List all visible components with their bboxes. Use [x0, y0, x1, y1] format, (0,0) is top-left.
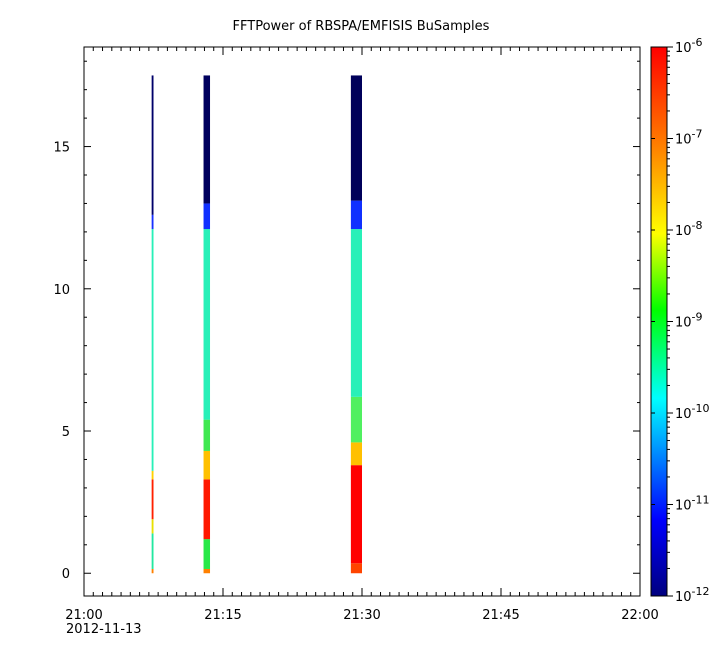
burst-3-segment-6 — [350, 200, 362, 230]
x-tick-label: 21:30 — [343, 608, 380, 623]
colorbar-tick-label: 10-7 — [675, 128, 703, 148]
x-tick-date-label: 2012-11-13 — [66, 622, 142, 637]
burst-2-segment-7 — [203, 203, 211, 230]
burst-3-segment-3 — [350, 442, 362, 466]
burst-3 — [350, 75, 362, 574]
chart-title: FFTPower of RBSPA/EMFISIS BuSamples — [233, 19, 490, 34]
burst-2-segment-1 — [203, 568, 211, 574]
burst-1-segment-7 — [151, 214, 154, 230]
y-tick-label: 15 — [53, 141, 70, 156]
colorbar-tick-label: 10-6 — [675, 36, 703, 56]
burst-1-segment-2 — [151, 533, 154, 569]
burst-1-segment-8 — [151, 75, 154, 215]
x-tick-label: 21:00 — [65, 608, 102, 623]
y-axis: 0 5 10 15 — [53, 60, 640, 582]
burst-2-segment-2 — [203, 539, 211, 569]
burst-1-segment-3 — [151, 519, 154, 534]
colorbar-tick-label: 10-10 — [675, 402, 710, 422]
colorbar-tick-label: 10-8 — [675, 219, 703, 239]
x-tick-label: 21:15 — [204, 608, 241, 623]
y-tick-label: 10 — [53, 283, 70, 298]
x-tick-label: 22:00 — [621, 608, 658, 623]
burst-2-segment-5 — [203, 419, 211, 451]
burst-2-segment-8 — [203, 75, 211, 204]
burst-1-segment-1 — [151, 568, 154, 574]
burst-3-segment-7 — [350, 75, 362, 201]
burst-1-segment-5 — [151, 470, 154, 480]
burst-3-segment-4 — [350, 396, 362, 443]
spectrogram-bursts — [151, 75, 362, 574]
burst-2-segment-3 — [203, 479, 211, 540]
burst-2 — [203, 75, 211, 574]
x-tick-label: 21:45 — [482, 608, 519, 623]
burst-3-segment-5 — [350, 229, 362, 397]
burst-1-segment-6 — [151, 229, 154, 471]
burst-1-segment-4 — [151, 479, 154, 520]
burst-3-segment-2 — [350, 465, 362, 564]
colorbar-ticks: 10-6 10-7 10-8 10-9 10-10 10-11 10-12 — [651, 36, 710, 605]
burst-2-segment-6 — [203, 229, 211, 420]
y-tick-label: 0 — [62, 567, 70, 582]
colorbar-tick-label: 10-9 — [675, 311, 703, 331]
burst-3-segment-1 — [350, 563, 362, 574]
burst-2-segment-4 — [203, 450, 211, 480]
colorbar-tick-label: 10-12 — [675, 585, 710, 605]
y-tick-label: 5 — [62, 425, 70, 440]
colorbar-tick-label: 10-11 — [675, 494, 710, 514]
burst-1 — [151, 75, 154, 574]
